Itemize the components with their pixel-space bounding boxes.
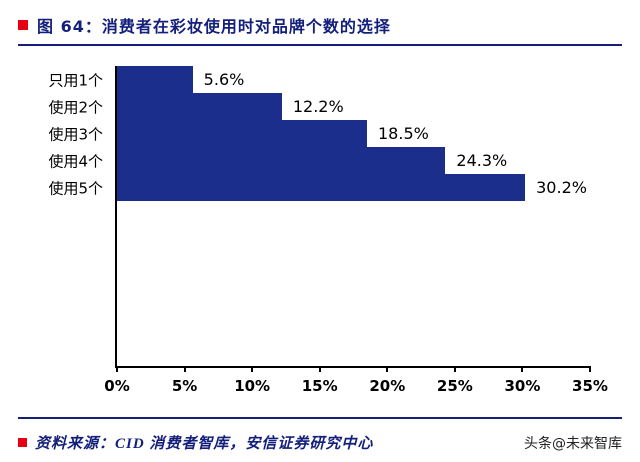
x-tick-label: 30% bbox=[504, 377, 541, 395]
chart-row: 使用3个 18.5% bbox=[48, 120, 590, 147]
chart-row: 使用2个 12.2% bbox=[48, 93, 590, 120]
bar bbox=[117, 93, 282, 120]
bar bbox=[117, 66, 193, 93]
x-tick-mark bbox=[589, 366, 591, 372]
footer-divider bbox=[18, 417, 622, 419]
x-tick-label: 10% bbox=[234, 377, 271, 395]
chart-rows: 只用1个 5.6% 使用2个 12.2% 使用3个 18.5% 使用4个 24.3% 使用5个 3… bbox=[48, 66, 590, 201]
x-tick-label: 5% bbox=[171, 377, 198, 395]
bar bbox=[117, 147, 446, 174]
value-label: 30.2% bbox=[536, 178, 587, 197]
x-tick-label: 25% bbox=[436, 377, 473, 395]
red-square-marker-icon bbox=[18, 438, 27, 447]
value-label: 12.2% bbox=[292, 97, 344, 116]
header-divider bbox=[18, 44, 622, 46]
category-label: 只用1个 bbox=[48, 71, 103, 89]
figure-header: 图 64：消费者在彩妆使用时对品牌个数的选择 bbox=[18, 13, 622, 37]
x-tick-mark bbox=[318, 366, 321, 372]
source-text: 资料来源：CID 消费者智库，安信证券研究中心 bbox=[35, 436, 374, 452]
watermark-text: 头条@未来智库 bbox=[524, 435, 622, 452]
x-tick-mark bbox=[183, 366, 186, 372]
x-tick-mark bbox=[521, 366, 524, 372]
value-label: 18.5% bbox=[378, 124, 429, 143]
x-tick-label: 20% bbox=[369, 377, 406, 395]
figure-footer: 资料来源：CID 消费者智库，安信证券研究中心 头条@未来智库 bbox=[18, 432, 622, 453]
x-tick-label: 15% bbox=[301, 377, 338, 395]
chart-row: 只用1个 5.6% bbox=[48, 66, 590, 93]
x-tick-mark bbox=[453, 366, 456, 372]
figure-title: 图 64：消费者在彩妆使用时对品牌个数的选择 bbox=[37, 17, 391, 36]
x-tick-label: 35% bbox=[572, 377, 608, 395]
value-label: 5.6% bbox=[203, 70, 245, 89]
x-tick-label: 0% bbox=[104, 377, 130, 395]
source-line: 资料来源：CID 消费者智库，安信证券研究中心 bbox=[18, 432, 373, 453]
x-tick-mark bbox=[116, 366, 118, 372]
bar bbox=[117, 120, 367, 147]
chart-row: 使用4个 24.3% bbox=[48, 147, 590, 174]
red-square-marker-icon bbox=[18, 20, 28, 30]
x-tick-mark bbox=[251, 366, 254, 372]
category-label: 使用2个 bbox=[48, 98, 103, 116]
category-label: 使用5个 bbox=[48, 179, 103, 197]
bar-chart: 只用1个 5.6% 使用2个 12.2% 使用3个 18.5% 使用4个 24.3% 使用5个 3… bbox=[48, 66, 608, 395]
value-label: 24.3% bbox=[456, 151, 508, 170]
chart-row: 使用5个 30.2% bbox=[48, 174, 590, 201]
bar bbox=[117, 174, 526, 201]
x-tick-mark bbox=[386, 366, 389, 372]
category-label: 使用3个 bbox=[48, 125, 103, 143]
category-label: 使用4个 bbox=[48, 152, 103, 170]
